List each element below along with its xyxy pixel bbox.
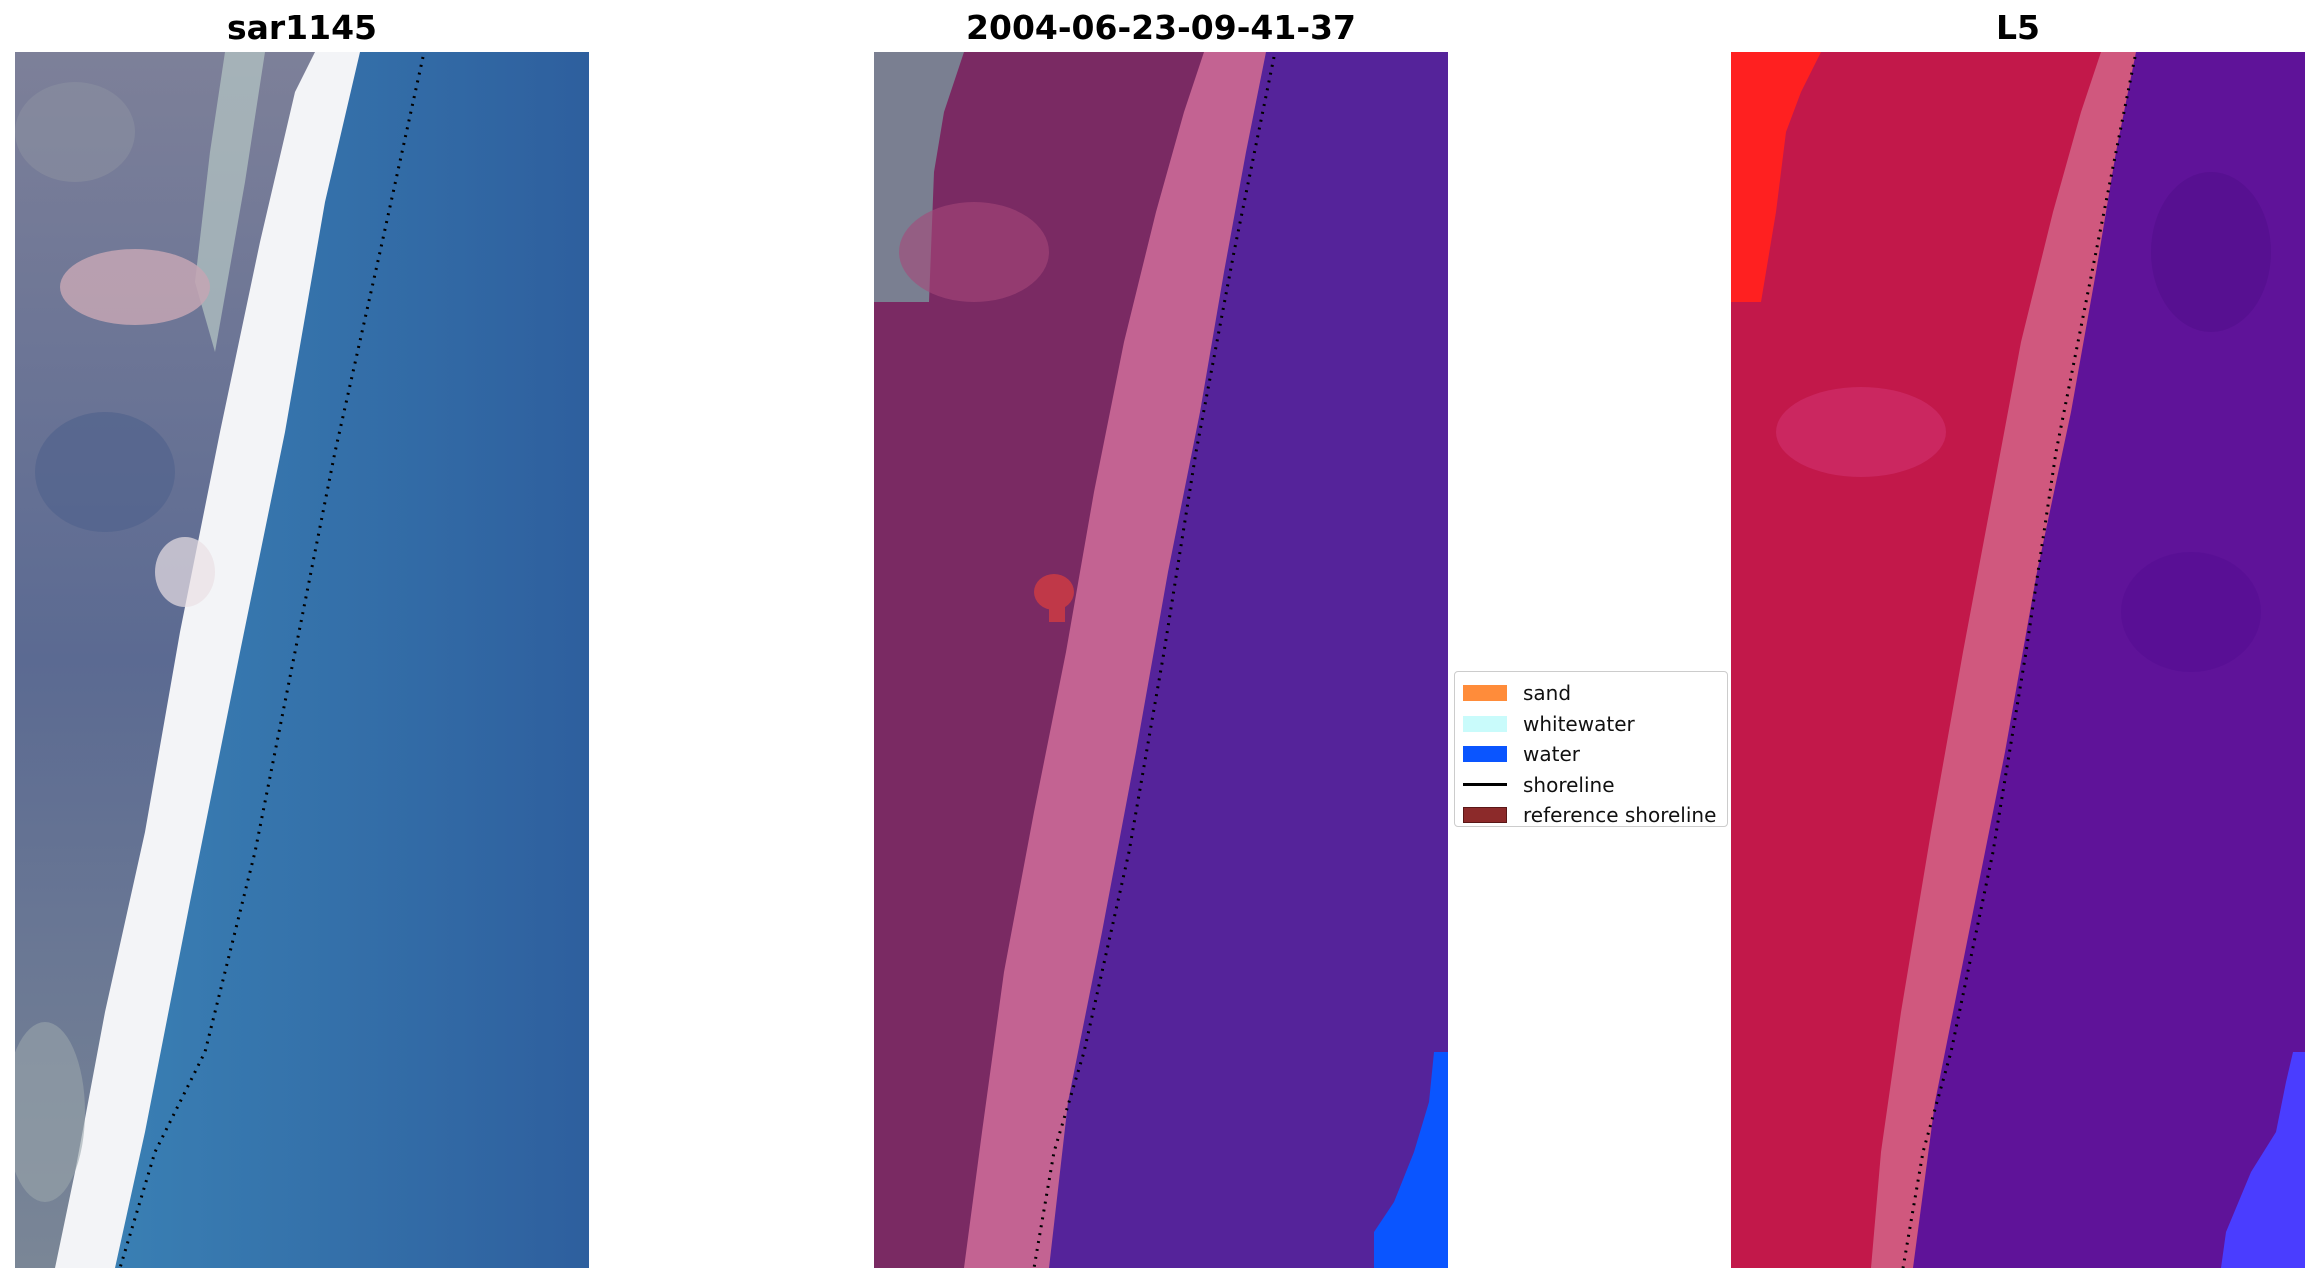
rgb-image [15, 52, 589, 1268]
sand-swatch [1463, 685, 1507, 702]
panel-title-index: L5 [1996, 8, 2040, 47]
shoreline-line [1901, 56, 2137, 1268]
legend-label: shoreline [1523, 772, 1615, 797]
index-image-panel [1731, 52, 2305, 1268]
legend: sand whitewater water shoreline referenc… [1454, 671, 1728, 827]
legend-item-reference-shoreline: reference shoreline [1463, 800, 1719, 831]
rgb-image-panel [15, 52, 589, 1268]
whitewater-swatch [1463, 715, 1507, 732]
legend-item-whitewater: whitewater [1463, 709, 1719, 740]
legend-label: sand [1523, 681, 1572, 706]
legend-item-water: water [1463, 739, 1719, 770]
reference-shoreline-swatch [1463, 807, 1507, 824]
classification-image [874, 52, 1448, 1268]
water-swatch [1463, 746, 1507, 763]
shoreline-line [1032, 56, 1276, 1268]
shoreline-line-swatch [1463, 783, 1507, 787]
index-image [1731, 52, 2305, 1268]
legend-label: reference shoreline [1523, 803, 1717, 828]
panel-title-rgb: sar1145 [226, 8, 378, 47]
legend-label: whitewater [1523, 711, 1635, 736]
classification-panel [874, 52, 1448, 1268]
legend-item-sand: sand [1463, 678, 1719, 709]
legend-item-shoreline: shoreline [1463, 770, 1719, 801]
legend-label: water [1523, 742, 1580, 767]
panel-title-classification: 2004-06-23-09-41-37 [966, 8, 1356, 47]
shoreline-line [118, 56, 425, 1268]
